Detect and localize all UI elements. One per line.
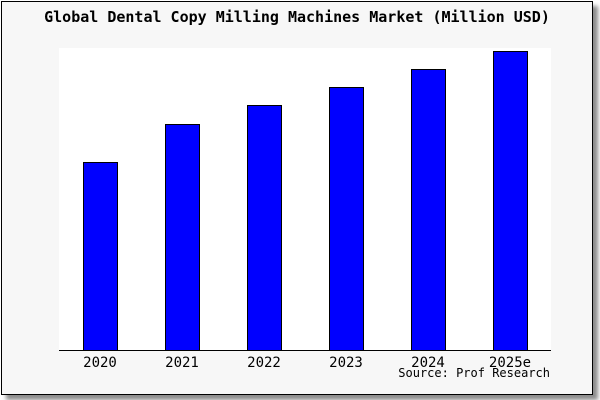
x-axis-labels: 2020 2021 2022 2023 2024 2025e	[59, 355, 551, 371]
x-tick-2020: 2020	[83, 355, 117, 371]
source-credit: Source: Prof Research	[398, 366, 550, 380]
x-tick-2022: 2022	[247, 355, 281, 371]
bar-2021	[164, 124, 200, 350]
bar-slot-2022	[223, 48, 305, 350]
x-tick-2025e: 2025e	[488, 355, 532, 371]
bar-slot-2024	[387, 48, 469, 350]
bar-slot-2020	[59, 48, 141, 350]
bar-2023	[328, 87, 364, 350]
bar-2024	[410, 69, 446, 350]
x-tick-2023: 2023	[329, 355, 363, 371]
bar-slot-2025e	[469, 48, 551, 350]
bar-slot-2023	[305, 48, 387, 350]
x-tick-2024: 2024	[411, 355, 445, 371]
bar-slot-2021	[141, 48, 223, 350]
bars-container	[59, 48, 551, 350]
bar-2022	[246, 105, 282, 350]
x-tick-2021: 2021	[165, 355, 199, 371]
plot-area	[59, 48, 551, 350]
chart-title: Global Dental Copy Milling Machines Mark…	[44, 8, 550, 26]
bar-2020	[82, 162, 118, 350]
chart-frame: Global Dental Copy Milling Machines Mark…	[1, 1, 593, 395]
x-axis-line	[59, 350, 551, 351]
bar-2025e	[492, 51, 528, 350]
